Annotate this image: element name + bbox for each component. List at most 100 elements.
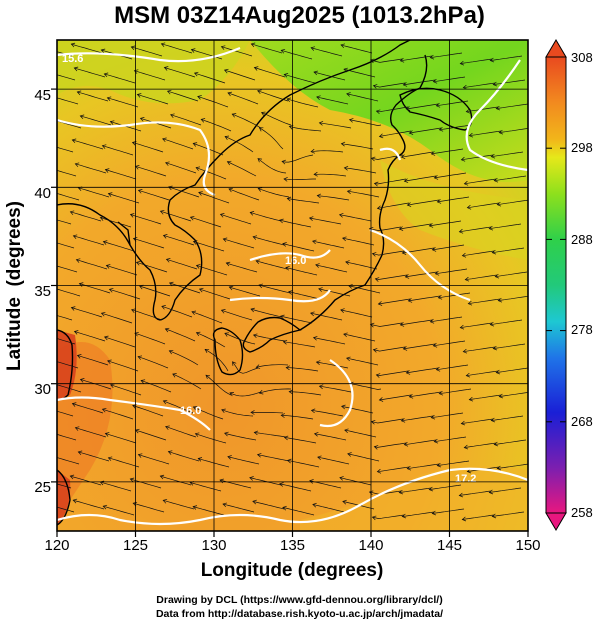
colorbar-label: 298 (571, 140, 593, 155)
streamline-arrowhead (312, 239, 317, 245)
streamline (405, 271, 438, 278)
streamline-arrowhead (194, 432, 200, 437)
streamline-arrowhead (279, 218, 284, 224)
streamline-arrowhead (42, 406, 46, 410)
streamline (57, 193, 80, 201)
streamline (491, 415, 524, 421)
streamline (131, 309, 163, 321)
streamline-arrowhead (220, 45, 226, 50)
streamline-arrowhead (107, 359, 112, 365)
streamline (105, 169, 137, 180)
streamline (310, 312, 343, 321)
streamline-arrowhead (458, 228, 464, 234)
streamline-arrowhead (312, 335, 318, 341)
streamline-arrowhead (72, 234, 78, 239)
streamline (194, 72, 226, 84)
streamline (286, 367, 319, 372)
streamline (167, 90, 199, 102)
streamline (340, 44, 373, 54)
streamline-arrowhead (165, 161, 170, 166)
streamline-arrowhead (433, 175, 439, 180)
streamline (404, 439, 437, 446)
streamline (57, 74, 76, 81)
streamline-arrowhead (42, 142, 46, 146)
streamline (70, 475, 102, 486)
footer-credit-data: Data from http://database.rish.kyoto-u.a… (155, 608, 444, 620)
streamline (191, 49, 223, 60)
streamline (227, 92, 259, 105)
streamline (494, 175, 527, 182)
streamline-arrowhead (162, 234, 168, 239)
streamline (467, 202, 500, 209)
streamline-arrowhead (258, 127, 264, 132)
streamline-arrowhead (76, 90, 82, 96)
streamline-arrowhead (310, 148, 315, 154)
streamline (139, 285, 171, 297)
contour-label: 15.6 (62, 53, 83, 65)
streamline-arrowhead (165, 425, 170, 430)
streamline (193, 506, 225, 516)
streamline-arrowhead (165, 258, 171, 263)
streamline-arrowhead (129, 477, 135, 483)
streamline (466, 370, 499, 376)
streamline (319, 122, 352, 129)
streamline-arrowhead (285, 265, 290, 271)
streamline-arrowhead (139, 117, 145, 122)
streamline-arrowhead (464, 276, 470, 282)
streamline (312, 240, 345, 249)
streamline-arrowhead (496, 201, 502, 207)
streamline-arrowhead (430, 414, 436, 420)
streamline-arrowhead (45, 166, 49, 170)
streamline-arrowhead (43, 238, 47, 242)
streamline-arrowhead (491, 249, 497, 255)
streamline (220, 213, 252, 225)
streamline (224, 136, 254, 153)
streamline-arrowhead (399, 322, 405, 327)
streamline-arrowhead (129, 213, 135, 218)
y-tick-label: 45 (34, 87, 51, 104)
streamline (369, 490, 402, 495)
streamline (227, 456, 260, 465)
streamline-arrowhead (222, 237, 228, 243)
streamline-arrowhead (370, 419, 376, 425)
streamline (317, 456, 350, 465)
streamline-arrowhead (285, 365, 290, 371)
streamline (490, 55, 523, 61)
streamline-arrowhead (406, 465, 412, 471)
streamline (57, 506, 75, 513)
streamline (134, 70, 166, 81)
streamline-arrowhead (368, 490, 374, 496)
streamline-arrowhead (460, 420, 466, 426)
streamline-arrowhead (492, 81, 498, 87)
streamline-arrowhead (197, 457, 203, 462)
streamline (400, 319, 433, 326)
streamline (496, 103, 528, 109)
streamline-arrowhead (340, 308, 345, 313)
streamline (311, 410, 344, 417)
streamline-arrowhead (70, 306, 76, 311)
streamline (374, 442, 407, 448)
streamline (318, 288, 351, 297)
streamline-arrowhead (134, 331, 139, 337)
streamline-arrowhead (461, 252, 467, 258)
streamline-arrowhead (195, 264, 201, 269)
streamline-arrowhead (258, 283, 263, 289)
streamline-arrowhead (102, 504, 108, 510)
streamline-arrowhead (346, 356, 351, 362)
streamline (316, 96, 349, 105)
streamline-arrowhead (192, 505, 198, 510)
streamline (221, 309, 253, 321)
streamline (258, 188, 290, 198)
streamline-arrowhead (205, 374, 211, 380)
streamline (372, 250, 405, 256)
streamline-arrowhead (103, 335, 109, 341)
streamline-arrowhead (495, 369, 501, 375)
streamline (309, 217, 342, 225)
streamline-arrowhead (71, 402, 77, 407)
streamline-arrowhead (100, 311, 106, 317)
streamline (493, 79, 526, 85)
streamline (315, 264, 348, 273)
streamline (229, 391, 262, 397)
streamline (252, 500, 285, 510)
streamline-arrowhead (228, 285, 234, 291)
